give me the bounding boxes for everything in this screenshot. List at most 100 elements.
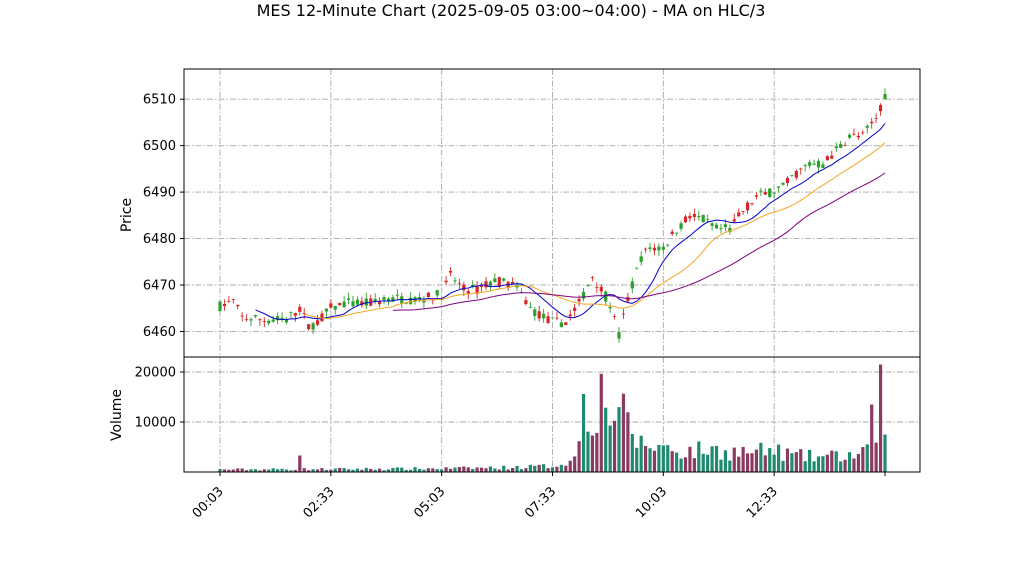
volume-bar bbox=[728, 460, 732, 472]
candle-body bbox=[852, 133, 856, 135]
volume-bar bbox=[688, 446, 692, 472]
candle-body bbox=[453, 280, 457, 282]
volume-bar bbox=[342, 468, 346, 472]
candle bbox=[657, 243, 661, 257]
candle bbox=[218, 299, 222, 313]
volume-bar bbox=[360, 469, 364, 472]
volume-bar bbox=[621, 393, 626, 472]
candle bbox=[462, 281, 466, 297]
candle bbox=[878, 103, 883, 116]
volume-bar bbox=[324, 469, 328, 472]
volume-bar bbox=[719, 459, 723, 472]
candle-body bbox=[355, 299, 360, 305]
price-tick-label: 6460 bbox=[143, 325, 176, 340]
volume-bar bbox=[391, 467, 395, 472]
candle-body bbox=[657, 246, 661, 251]
volume-bar bbox=[448, 468, 453, 472]
volume-bar bbox=[692, 458, 696, 472]
candle bbox=[812, 159, 816, 166]
x-tick-label: 00:03 bbox=[190, 484, 227, 521]
candle bbox=[293, 312, 297, 322]
candle-body bbox=[395, 294, 399, 296]
candle-body bbox=[759, 190, 763, 192]
volume-bar bbox=[395, 467, 399, 472]
volume-bar bbox=[785, 448, 790, 472]
candle-body bbox=[745, 202, 750, 211]
candle bbox=[834, 142, 838, 153]
candle bbox=[794, 169, 798, 181]
candle bbox=[289, 311, 293, 318]
volume-bar bbox=[426, 468, 430, 472]
volume-bar bbox=[502, 465, 506, 472]
candle bbox=[595, 282, 599, 294]
volume-bar bbox=[635, 447, 639, 472]
volume-bar bbox=[683, 457, 688, 472]
volume-bar bbox=[639, 435, 643, 472]
volume-bar bbox=[723, 450, 727, 472]
candle-body bbox=[790, 175, 794, 177]
volume-bar bbox=[528, 464, 532, 472]
volume-bar bbox=[231, 469, 235, 472]
volume-bar bbox=[373, 469, 377, 472]
candle-body bbox=[466, 291, 470, 294]
candle-body bbox=[630, 281, 634, 289]
candle-body bbox=[874, 117, 878, 119]
candle bbox=[861, 130, 865, 135]
candle bbox=[555, 311, 559, 321]
candle-body bbox=[351, 301, 355, 307]
volume-bar bbox=[652, 450, 657, 472]
candle bbox=[298, 304, 302, 316]
candle bbox=[652, 243, 657, 256]
volume-bar bbox=[302, 468, 306, 472]
volume-bar bbox=[271, 468, 275, 472]
candle-body bbox=[719, 228, 723, 230]
volume-bar bbox=[258, 470, 262, 472]
volume-bar bbox=[484, 468, 488, 472]
candle bbox=[697, 210, 701, 221]
candle bbox=[683, 214, 688, 224]
candle-body bbox=[497, 277, 501, 287]
candle-body bbox=[320, 313, 324, 322]
candle bbox=[475, 281, 479, 299]
volume-bar bbox=[874, 442, 878, 472]
candle-body bbox=[839, 143, 843, 148]
volume-bar bbox=[409, 469, 413, 472]
candle bbox=[666, 243, 670, 248]
volume-bar bbox=[280, 468, 284, 472]
volume-bar bbox=[675, 452, 679, 472]
volume-bar bbox=[648, 448, 652, 472]
volume-bar bbox=[568, 460, 572, 472]
candle bbox=[307, 324, 311, 331]
volume-bar bbox=[777, 444, 781, 472]
candle bbox=[351, 295, 355, 309]
candle bbox=[759, 187, 763, 197]
candle-body bbox=[661, 246, 665, 250]
candle-body bbox=[218, 301, 222, 312]
candle bbox=[732, 213, 736, 224]
candle bbox=[457, 278, 461, 289]
candle bbox=[590, 275, 594, 282]
candle bbox=[648, 242, 652, 253]
candle bbox=[511, 277, 515, 285]
candle bbox=[373, 293, 377, 305]
volume-bar bbox=[333, 468, 337, 472]
candle bbox=[847, 133, 852, 140]
candle-body bbox=[240, 315, 244, 317]
candle-body bbox=[262, 321, 266, 323]
candle-body bbox=[524, 300, 528, 305]
candle-body bbox=[378, 301, 382, 305]
volume-bar bbox=[471, 468, 475, 472]
volume-bar bbox=[559, 464, 563, 472]
volume-bar bbox=[315, 469, 320, 472]
candle bbox=[435, 289, 439, 298]
volume-bar bbox=[293, 469, 297, 472]
candle bbox=[679, 220, 683, 232]
candle-body bbox=[728, 227, 732, 233]
candle-body bbox=[732, 219, 736, 222]
candle-body bbox=[391, 297, 395, 302]
candle-body bbox=[360, 301, 364, 306]
candle-body bbox=[608, 306, 612, 309]
volume-bar bbox=[369, 468, 373, 472]
volume-bar bbox=[870, 404, 874, 472]
x-tick-label: 05:03 bbox=[411, 484, 448, 521]
